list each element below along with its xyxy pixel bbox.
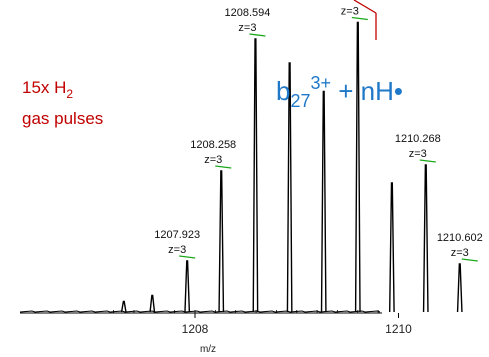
peak-charge-label: z=3 (238, 22, 256, 34)
spectrum-baseline (19, 310, 381, 313)
charge-underline (179, 255, 196, 259)
x-tick-label: 1208 (182, 322, 209, 336)
spectrum-peak (388, 182, 395, 313)
peak-charge-label: z=3 (204, 154, 222, 166)
spectrum-peaks (120, 21, 463, 313)
spectrum-peak (120, 300, 127, 313)
peak-label: 1210.268 z=3 (395, 133, 441, 163)
x-axis-label: m/z (200, 344, 216, 355)
peak-annotations: 1207.923z=31208.258z=31208.594z=31209.60… (154, 0, 483, 262)
spectrum-peak (286, 62, 293, 313)
charge-underline (419, 159, 436, 163)
x-tick-label: 1210 (385, 322, 412, 336)
charge-underline (351, 16, 368, 21)
spectrum-peak (218, 170, 225, 313)
peak-label: 1208.258 z=3 (190, 139, 236, 169)
spectrum-peak (422, 164, 429, 313)
x-axis-ticks: 120812101212 (113, 310, 412, 336)
peak-label: 1207.923 z=3 (154, 229, 200, 259)
peak-mz-label: 1209.600 (327, 0, 373, 3)
charge-underline (249, 33, 266, 37)
spectrum-peak (149, 294, 156, 313)
peak-label: 1209.600 z=3 (327, 0, 373, 21)
spectrum-peak (456, 263, 463, 313)
peak-mz-label: 1208.594 (224, 7, 270, 19)
charge-underline (461, 258, 478, 262)
peak-charge-label: z=3 (409, 148, 427, 160)
spectrum-peak (184, 260, 191, 313)
peak-mz-label: 1207.923 (154, 229, 200, 241)
peak-mz-label: 1210.602 (437, 232, 483, 244)
spectrum-peak (354, 21, 361, 313)
charge-underline (215, 165, 232, 169)
peak-label: 1208.594 z=3 (224, 7, 270, 37)
peak-mz-label: 1210.268 (395, 133, 441, 145)
connector-lines (353, 0, 377, 40)
peak-charge-label: z=3 (451, 247, 469, 259)
pulses-annotation-line2: gas pulses (22, 109, 103, 128)
peak-charge-label: z=3 (168, 244, 186, 256)
spectrum-peak (252, 38, 259, 313)
peak-label: 1210.602 z=3 (437, 232, 483, 262)
peak-mz-label: 1208.258 (190, 139, 236, 151)
pulses-annotation-line1: 15x H2 (22, 78, 73, 101)
peak-charge-label: z=3 (341, 6, 359, 18)
spectrum-peak (320, 90, 327, 313)
ion-annotation: b273+ + nH• (276, 73, 403, 111)
